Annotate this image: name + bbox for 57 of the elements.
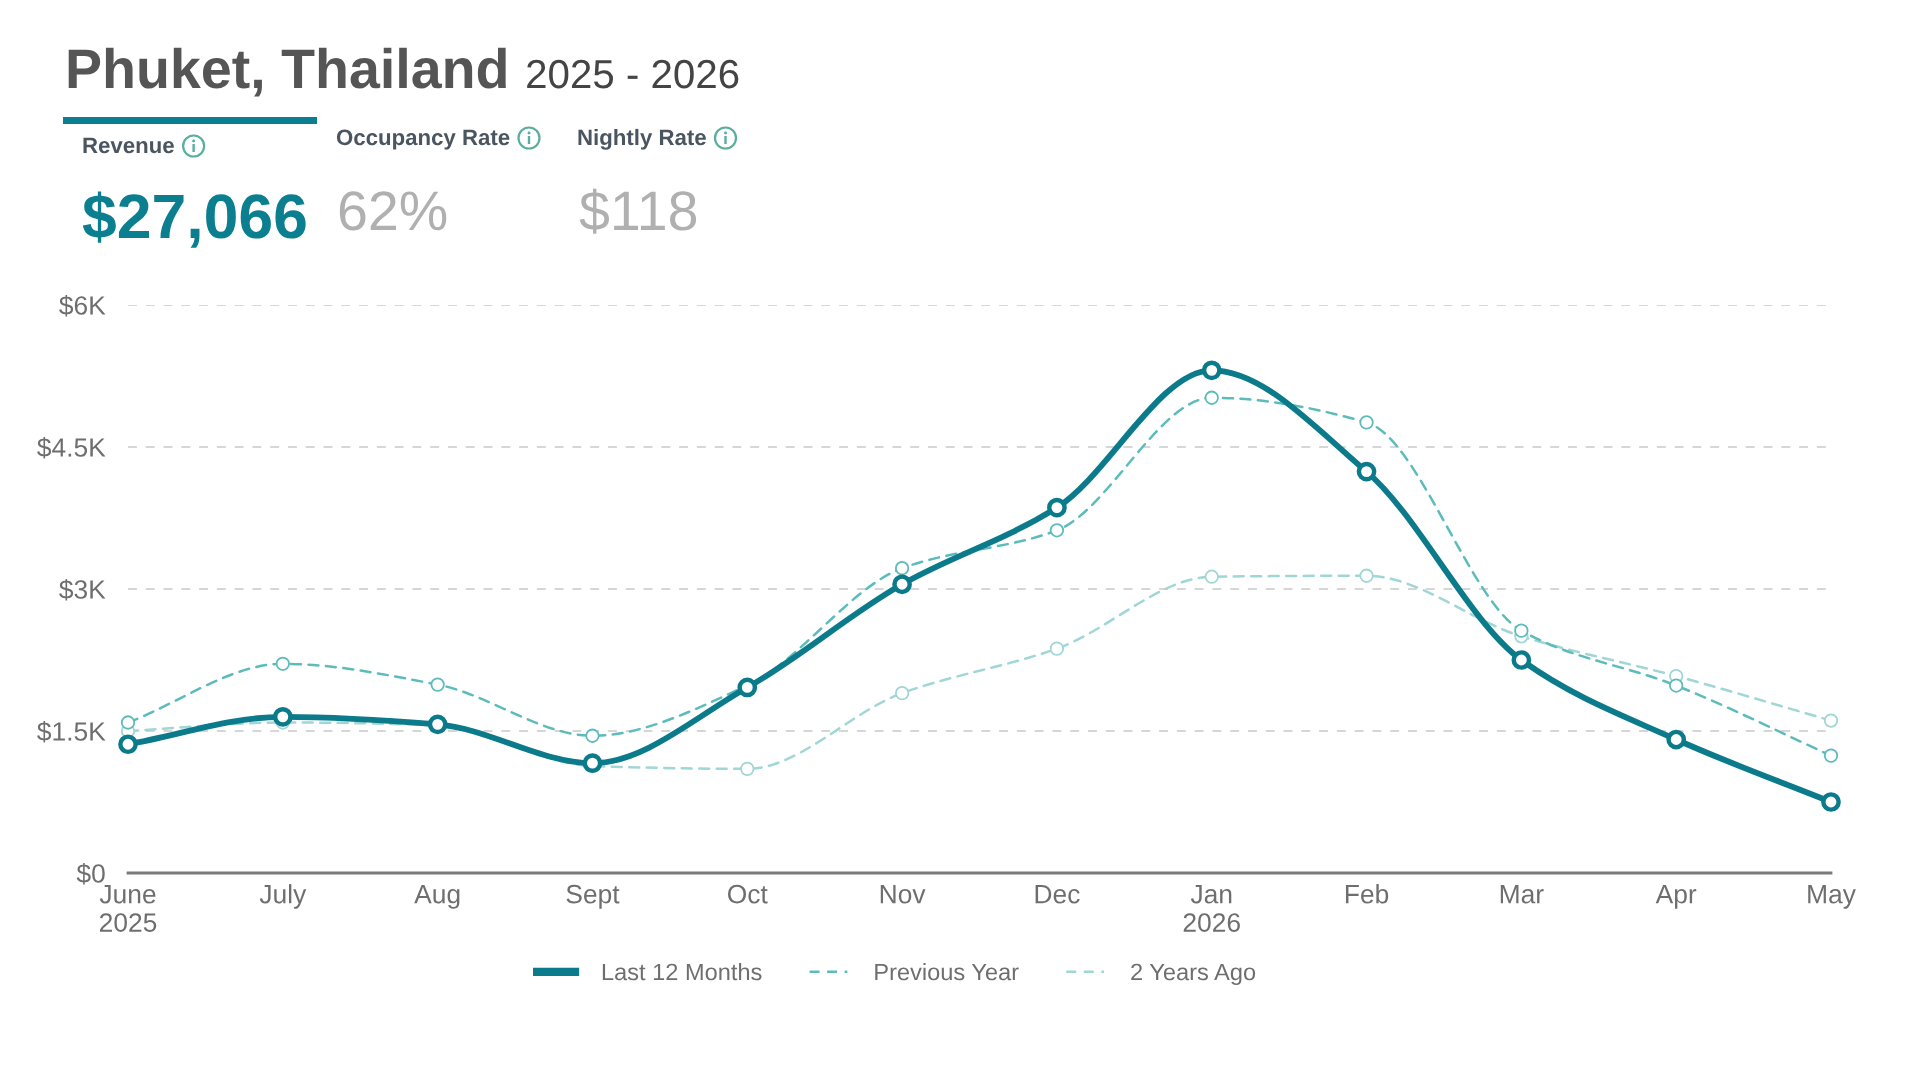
y-tick-label: $0 xyxy=(76,863,105,885)
point xyxy=(1821,792,1841,812)
x-tick-label: Feb xyxy=(1345,884,1389,904)
point xyxy=(1201,360,1222,381)
x-tick-label: Aug xyxy=(414,885,460,909)
x-tick-label: Dec xyxy=(1035,885,1080,904)
x-tick-label: July xyxy=(259,884,307,909)
point xyxy=(1359,415,1374,430)
point xyxy=(582,753,603,774)
text: Revenue xyxy=(83,137,174,154)
point xyxy=(1823,713,1839,728)
chart-title: Phuket, Thailand xyxy=(68,47,506,97)
point xyxy=(1823,748,1839,763)
y-tick-label: $6K xyxy=(59,295,106,317)
point xyxy=(1669,678,1684,693)
legend-label: Previous Year xyxy=(875,963,1019,981)
x-tick-label: June 2025 xyxy=(99,885,157,932)
point xyxy=(1511,650,1532,670)
x-tick-label: Mar xyxy=(1500,885,1544,904)
point xyxy=(1359,568,1374,583)
point xyxy=(1204,569,1219,584)
point xyxy=(737,677,758,698)
point xyxy=(430,677,445,692)
point xyxy=(1356,461,1377,482)
point xyxy=(120,715,136,730)
x-tick-label: Oct xyxy=(728,884,768,904)
point xyxy=(275,656,290,671)
y-tick-label: $3K xyxy=(59,579,106,601)
legend-label: 2 Years Ago xyxy=(1131,963,1256,986)
x-tick-label: Jan 2026 xyxy=(1183,885,1240,932)
point xyxy=(1049,523,1065,538)
point xyxy=(894,561,910,576)
text: $118 xyxy=(579,188,697,234)
point xyxy=(1666,729,1687,750)
y-tick-label: $1.5K xyxy=(37,721,106,743)
text: Occupancy Rate xyxy=(336,129,510,150)
point xyxy=(1047,497,1067,518)
y-tick-label: $4.5K xyxy=(37,437,106,459)
x-tick-label: May xyxy=(1808,885,1856,909)
point xyxy=(118,734,138,755)
point xyxy=(1514,623,1529,638)
chart-subtitle: 2025 - 2026 xyxy=(527,59,739,89)
point xyxy=(740,761,755,777)
x-tick-label: Apr xyxy=(1655,885,1697,909)
point xyxy=(272,706,293,727)
text: Nightly Rate xyxy=(578,128,706,150)
point xyxy=(894,685,910,701)
point xyxy=(427,714,448,735)
point xyxy=(892,574,912,595)
text: $27,066 xyxy=(82,191,306,248)
x-tick-label: Sept xyxy=(566,884,620,909)
x-tick-label: Nov xyxy=(880,885,926,904)
point xyxy=(585,728,600,743)
point xyxy=(1049,641,1065,656)
legend-label: Last 12 Months xyxy=(602,963,762,981)
point xyxy=(1204,390,1219,405)
text: 62% xyxy=(339,191,447,231)
